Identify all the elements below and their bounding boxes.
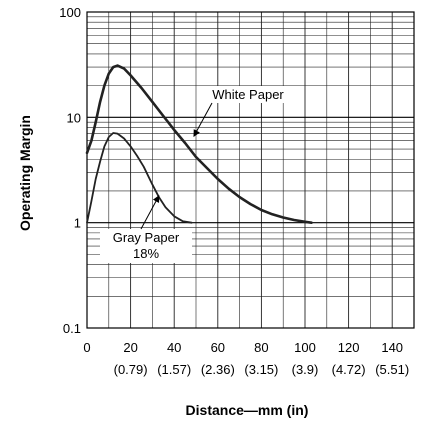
x-tick-label-secondary: (3.15) bbox=[244, 362, 278, 377]
y-tick-label: 0.1 bbox=[63, 321, 81, 336]
x-tick-label: 80 bbox=[254, 340, 268, 355]
tick-layer: 0 20 40 60 80 100 120 140 (0.79) (1.57) (2.36) (3.1… bbox=[59, 5, 409, 377]
x-tick-label-secondary: (3.9) bbox=[292, 362, 319, 377]
annotation-arrow bbox=[193, 102, 213, 137]
x-tick-label-secondary: (1.57) bbox=[157, 362, 191, 377]
x-tick-label: 20 bbox=[123, 340, 137, 355]
annotation-label: Gray Paper bbox=[113, 230, 180, 245]
x-tick-label-secondary: (5.51) bbox=[375, 362, 409, 377]
plot-frame bbox=[86, 11, 415, 329]
x-tick-label: 60 bbox=[211, 340, 225, 355]
grid-major bbox=[86, 11, 415, 329]
x-tick-label: 40 bbox=[167, 340, 181, 355]
x-tick-label-secondary: (2.36) bbox=[201, 362, 235, 377]
x-tick-label: 100 bbox=[294, 340, 316, 355]
x-tick-label: 0 bbox=[83, 340, 90, 355]
y-tick-label: 1 bbox=[74, 216, 81, 231]
grid-minor bbox=[87, 12, 414, 328]
annotation-background bbox=[100, 229, 192, 263]
x-tick-label-secondary: (0.79) bbox=[114, 362, 148, 377]
annotation-label: 18% bbox=[133, 246, 159, 261]
x-tick-label: 140 bbox=[381, 340, 403, 355]
y-tick-label: 10 bbox=[67, 110, 81, 125]
series-layer bbox=[85, 64, 313, 224]
annotation-arrow bbox=[140, 195, 160, 230]
y-tick-label: 100 bbox=[59, 5, 81, 20]
y-axis-title: Operating Margin bbox=[17, 115, 33, 231]
x-tick-label-secondary: (4.72) bbox=[332, 362, 366, 377]
annotation-label: White Paper bbox=[212, 87, 284, 102]
annotation-background bbox=[205, 86, 291, 103]
series-line-gray-paper bbox=[86, 132, 193, 224]
x-axis-title: Distance—mm (in) bbox=[186, 402, 309, 418]
series-line-white-paper bbox=[85, 64, 313, 224]
x-tick-label: 120 bbox=[338, 340, 360, 355]
